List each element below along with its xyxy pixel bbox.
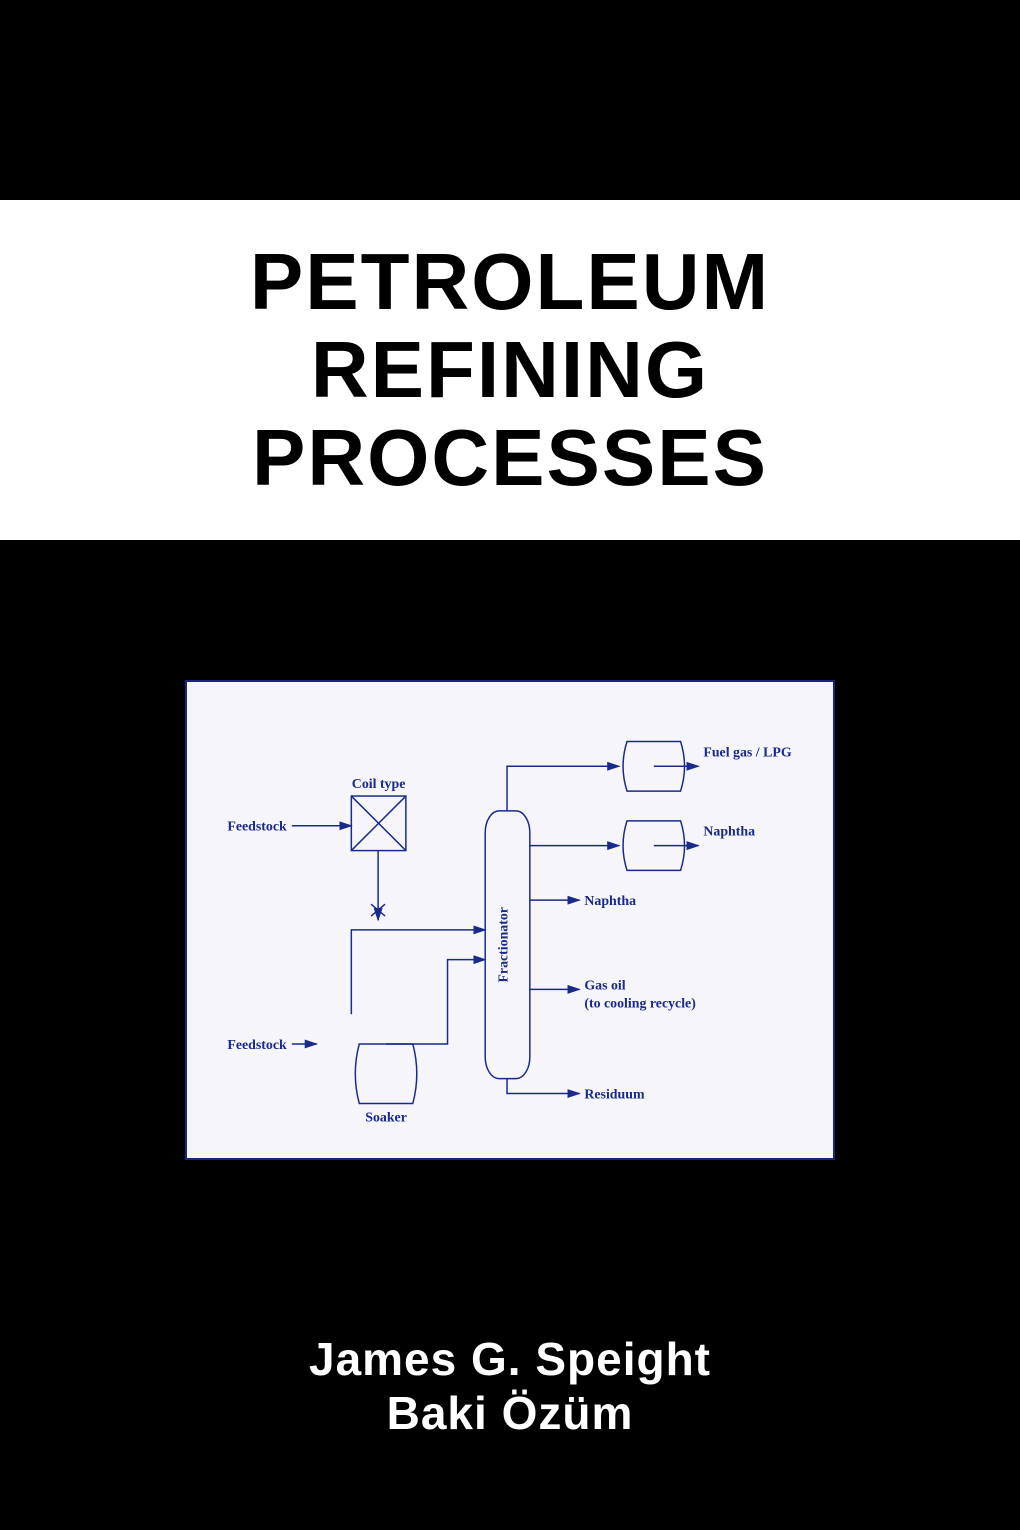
author-2: Baki Özüm bbox=[0, 1386, 1020, 1440]
authors-block: James G. Speight Baki Özüm bbox=[0, 1332, 1020, 1440]
svg-text:Naphtha: Naphtha bbox=[703, 825, 755, 840]
svg-text:Soaker: Soaker bbox=[365, 1110, 407, 1125]
svg-text:Feedstock: Feedstock bbox=[227, 1038, 287, 1053]
svg-text:Coil type: Coil type bbox=[352, 777, 406, 792]
svg-text:Gas oil: Gas oil bbox=[584, 978, 625, 993]
title-band: PETROLEUM REFINING PROCESSES bbox=[0, 200, 1020, 540]
svg-text:Fuel gas / LPG: Fuel gas / LPG bbox=[703, 745, 791, 760]
svg-text:(to cooling recycle): (to cooling recycle) bbox=[584, 996, 696, 1011]
svg-text:Feedstock: Feedstock bbox=[227, 820, 287, 835]
flow-diagram-svg: Coil type Soaker Fractionator Feedstock Feed… bbox=[187, 682, 833, 1158]
flow-diagram: Coil type Soaker Fractionator Feedstock Feed… bbox=[185, 680, 835, 1160]
author-1: James G. Speight bbox=[0, 1332, 1020, 1386]
title-line-1: PETROLEUM bbox=[250, 238, 770, 326]
svg-text:Residuum: Residuum bbox=[584, 1088, 645, 1103]
title-line-3: PROCESSES bbox=[252, 414, 768, 502]
title-line-2: REFINING bbox=[311, 326, 709, 414]
svg-text:Naphtha: Naphtha bbox=[584, 894, 636, 909]
svg-text:Fractionator: Fractionator bbox=[497, 907, 512, 983]
